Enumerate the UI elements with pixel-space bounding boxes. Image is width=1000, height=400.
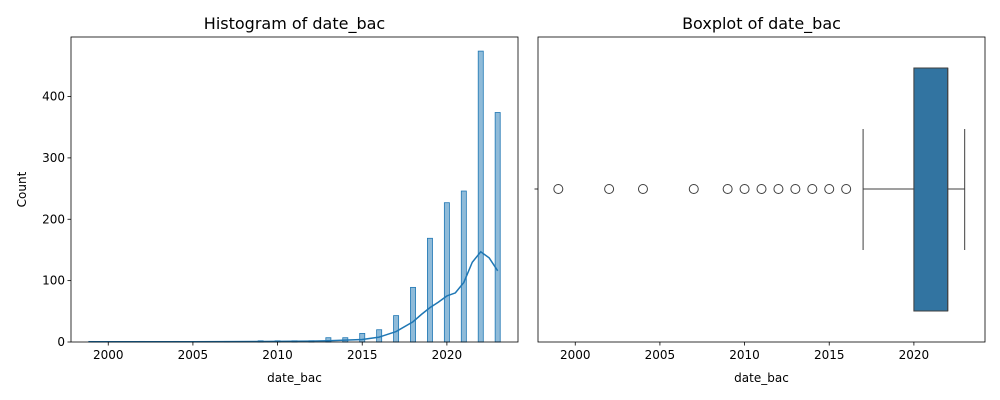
histogram-x-ticks: 2000 2005 2010 2015 2020	[93, 342, 462, 362]
histogram-bar	[477, 50, 484, 343]
histogram-x-label: date_bac	[267, 371, 322, 385]
histogram-title: Histogram of date_bac	[204, 14, 385, 34]
histogram-y-tick-label: 300	[42, 151, 65, 165]
histogram-bar	[460, 190, 467, 343]
boxplot-x-tick-label: 2020	[899, 348, 930, 362]
outlier-point	[790, 184, 801, 194]
outlier-point	[553, 184, 564, 194]
outlier-point	[739, 184, 750, 194]
boxplot-x-ticks: 2000 2005 2010 2015 2020	[560, 342, 929, 362]
outlier-point	[824, 184, 835, 194]
outlier-point	[807, 184, 818, 194]
histogram-x-tick-label: 2020	[432, 348, 463, 362]
outlier-point	[604, 184, 615, 194]
histogram-x-tick-label: 2005	[178, 348, 209, 362]
histogram-x-tick-label: 2000	[93, 348, 124, 362]
histogram-y-tick-label: 0	[57, 335, 65, 349]
outlier-point	[773, 184, 784, 194]
boxplot-x-tick-label: 2015	[814, 348, 845, 362]
boxplot-marks	[553, 67, 966, 312]
histogram-frame	[70, 36, 519, 343]
outlier-point	[637, 184, 648, 194]
histogram-y-tick-label: 200	[42, 212, 65, 226]
boxplot-title: Boxplot of date_bac	[682, 14, 841, 34]
iqr-box	[913, 67, 949, 312]
outlier-point	[722, 184, 733, 194]
histogram-x-tick-label: 2010	[262, 348, 293, 362]
boxplot-x-label: date_bac	[734, 371, 789, 385]
histogram-y-label: Count	[15, 171, 29, 207]
outlier-point	[756, 184, 767, 194]
histogram-y-tick-label: 400	[42, 90, 65, 104]
boxplot-frame	[537, 36, 986, 343]
histogram-y-ticks: 0 100 200 300 400	[42, 90, 71, 349]
histogram-bar	[393, 315, 400, 343]
histogram-y-tick-label: 100	[42, 274, 65, 288]
outlier-point	[688, 184, 699, 194]
histogram-bar	[443, 202, 450, 343]
histogram-bar	[410, 286, 416, 343]
boxplot-x-tick-label: 2010	[729, 348, 760, 362]
histogram-bar	[359, 333, 366, 343]
histogram-panel: Histogram of date_bac 2000 2005 2010 2015 20…	[15, 14, 519, 385]
boxplot-panel: Boxplot of date_bac 2000 2005 2010 2015 2020…	[534, 14, 986, 385]
histogram-x-tick-label: 2015	[347, 348, 378, 362]
boxplot-x-tick-label: 2005	[645, 348, 676, 362]
boxplot-x-tick-label: 2000	[560, 348, 591, 362]
histogram-bar	[494, 112, 501, 343]
outlier-point	[841, 184, 852, 194]
histogram-bar	[427, 237, 433, 343]
